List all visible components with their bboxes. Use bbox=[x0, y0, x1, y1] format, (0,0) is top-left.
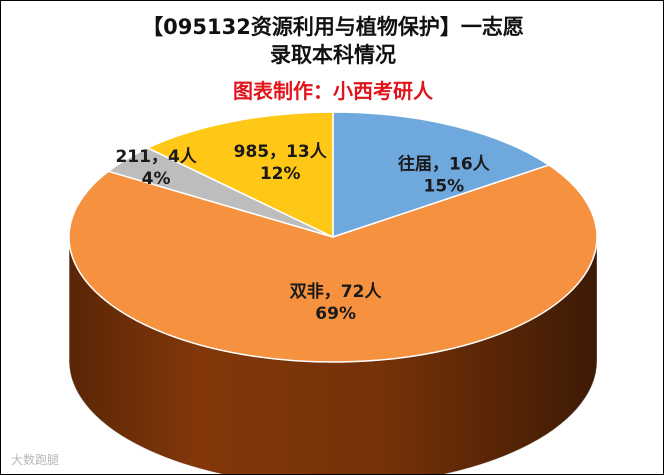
data-label-往届: 往届，16人 15% bbox=[398, 154, 491, 197]
pie-side-shade-双非 bbox=[69, 237, 597, 474]
data-label-211: 211，4人 4% bbox=[115, 147, 197, 189]
chart-title-line-1: 【095132资源利用与植物保护】一志愿 bbox=[142, 15, 524, 39]
chart-title-line-2: 录取本科情况 bbox=[270, 43, 396, 67]
pie-slice-985 bbox=[145, 111, 334, 239]
watermark: 大数跑腿 bbox=[11, 453, 60, 467]
data-label-双非: 双非，72人 69% bbox=[290, 281, 383, 324]
chart-subtitle: 图表制作：小西考研人 bbox=[233, 79, 433, 103]
data-label-985: 985，13人 12% bbox=[234, 142, 328, 184]
pie-slice-往届 bbox=[332, 111, 551, 239]
pie-slice-双非 bbox=[68, 164, 598, 363]
